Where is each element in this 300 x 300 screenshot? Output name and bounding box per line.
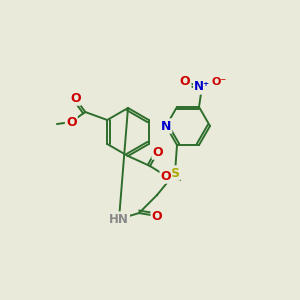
Text: O: O — [161, 169, 171, 182]
Text: O: O — [70, 92, 80, 104]
Text: O: O — [180, 75, 190, 88]
Text: HN: HN — [109, 213, 129, 226]
Text: S: S — [170, 167, 179, 180]
Text: N: N — [161, 119, 171, 133]
Text: O: O — [152, 210, 162, 223]
Text: O⁻: O⁻ — [212, 77, 226, 87]
Text: O: O — [66, 116, 76, 128]
Text: O: O — [180, 75, 190, 88]
Text: N⁺: N⁺ — [194, 80, 210, 93]
Text: O: O — [70, 92, 80, 104]
Text: O: O — [66, 116, 76, 128]
Text: N⁺: N⁺ — [194, 80, 210, 93]
Text: O: O — [152, 210, 162, 223]
Text: O: O — [161, 169, 171, 182]
Text: O: O — [153, 146, 163, 158]
Text: S: S — [170, 167, 179, 180]
Text: HN: HN — [109, 213, 129, 226]
Text: O: O — [153, 146, 163, 158]
Text: N: N — [161, 119, 171, 133]
Text: O⁻: O⁻ — [212, 77, 226, 87]
